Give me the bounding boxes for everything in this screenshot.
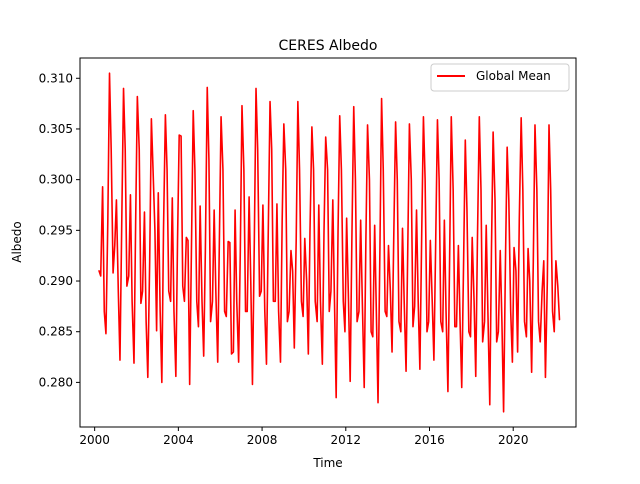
legend-label-global-mean: Global Mean bbox=[476, 69, 551, 83]
x-tick-label: 2004 bbox=[163, 433, 194, 447]
legend: Global Mean bbox=[430, 63, 570, 92]
x-tick-label: 2020 bbox=[498, 433, 529, 447]
chart-title: CERES Albedo bbox=[279, 38, 378, 54]
y-tick-label: 0.295 bbox=[39, 223, 73, 237]
y-tick-label: 0.305 bbox=[39, 122, 73, 136]
y-tick-label: 0.280 bbox=[39, 375, 73, 389]
series-layer bbox=[98, 72, 561, 413]
x-tick-label: 2000 bbox=[79, 433, 110, 447]
x-tick-label: 2016 bbox=[414, 433, 445, 447]
x-axis-label: Time bbox=[312, 456, 342, 470]
y-axis-ticks: 0.280 0.285 0.290 0.295 0.300 0.305 0.310 bbox=[39, 71, 80, 389]
x-axis-ticks: 2000 2004 2008 2012 2016 2020 bbox=[79, 427, 528, 447]
series-line-global-mean bbox=[98, 72, 561, 413]
x-tick-label: 2008 bbox=[247, 433, 278, 447]
legend-box bbox=[430, 63, 570, 92]
y-tick-label: 0.310 bbox=[39, 71, 73, 85]
y-axis-label: Albedo bbox=[10, 221, 24, 263]
y-tick-label: 0.300 bbox=[39, 173, 73, 187]
y-tick-label: 0.290 bbox=[39, 274, 73, 288]
x-tick-label: 2012 bbox=[331, 433, 362, 447]
plot-frame bbox=[79, 57, 577, 428]
y-tick-label: 0.285 bbox=[39, 325, 73, 339]
